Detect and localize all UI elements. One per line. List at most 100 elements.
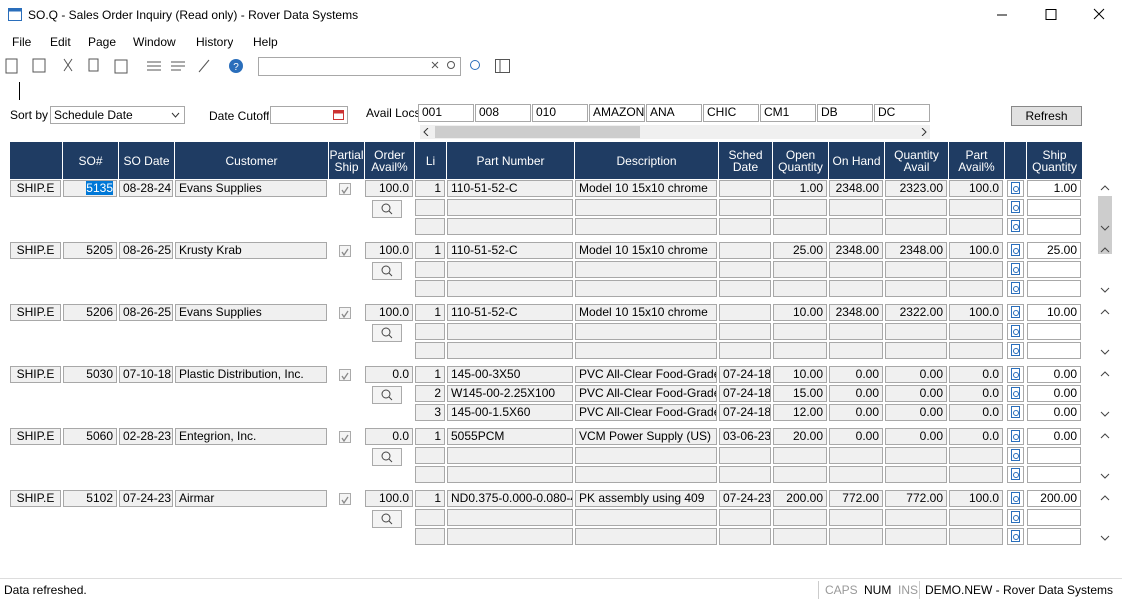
detail-icon[interactable] — [1007, 466, 1024, 483]
group-scrollbar[interactable] — [1098, 304, 1112, 360]
ship-quantity — [1027, 323, 1081, 340]
loc-input[interactable]: CM1 — [760, 104, 816, 122]
loc-input[interactable]: ANA — [646, 104, 702, 122]
scroll-arrows — [1100, 495, 1110, 541]
detail-icon[interactable] — [1007, 528, 1024, 545]
detail-icon[interactable] — [1007, 180, 1024, 197]
lookup-button[interactable] — [372, 324, 402, 342]
column-header: SO Date — [119, 142, 174, 179]
lookup-button[interactable] — [372, 386, 402, 404]
line-pavail — [949, 199, 1003, 216]
loc-input[interactable]: CHIC — [703, 104, 759, 122]
line-sched: 07-24-18 — [719, 366, 771, 383]
so-date: 07-10-18 — [119, 366, 173, 383]
partial-checkbox[interactable] — [339, 307, 351, 319]
line-open — [773, 342, 827, 359]
ship-quantity — [1027, 280, 1081, 297]
detail-icon[interactable] — [1007, 261, 1024, 278]
menu-item[interactable]: File — [12, 35, 32, 49]
lookup-button[interactable] — [372, 200, 402, 218]
line-li: 1 — [415, 242, 445, 259]
detail-icon[interactable] — [1007, 280, 1024, 297]
line-onhand: 2348.00 — [829, 304, 883, 321]
detail-icon[interactable] — [1007, 199, 1024, 216]
line-sched: 07-24-18 — [719, 385, 771, 402]
so-value: 5135 — [86, 181, 113, 195]
group-scrollbar[interactable] — [1098, 366, 1112, 422]
line-part — [447, 199, 573, 216]
lookup-button[interactable] — [372, 262, 402, 280]
detail-icon[interactable] — [1007, 509, 1024, 526]
so-number: 5205 — [63, 242, 117, 259]
group-scrollbar[interactable] — [1098, 242, 1112, 298]
partial-checkbox[interactable] — [339, 369, 351, 381]
line-pavail — [949, 509, 1003, 526]
order-avail: 100.0 — [365, 180, 413, 197]
loc-input[interactable]: 010 — [532, 104, 588, 122]
line-li — [415, 528, 445, 545]
detail-icon[interactable] — [1007, 366, 1024, 383]
sort-select[interactable]: Schedule Date — [50, 106, 185, 124]
header-cell — [1005, 142, 1026, 179]
menu-item[interactable]: Edit — [50, 35, 71, 49]
menu-item[interactable]: Window — [133, 35, 176, 49]
magnifier — [381, 203, 393, 215]
menu-item[interactable]: Page — [88, 35, 117, 49]
partial-checkbox[interactable] — [339, 245, 351, 257]
detail-icon[interactable] — [1007, 323, 1024, 340]
detail-icon[interactable] — [1007, 404, 1024, 421]
order-avail: 100.0 — [365, 304, 413, 321]
menu-item[interactable]: Help — [253, 35, 278, 49]
group-scrollbar[interactable] — [1098, 180, 1112, 236]
sort-label: Sort by — [10, 108, 49, 122]
so-value: 5205 — [86, 243, 113, 257]
column-header: Part Number — [447, 142, 574, 179]
window-title: SO.Q - Sales Order Inquiry (Read only) -… — [28, 8, 359, 22]
loc-input[interactable]: DB — [817, 104, 873, 122]
line-sched: 07-24-18 — [719, 404, 771, 421]
ship-quantity — [1027, 199, 1081, 216]
line-open — [773, 466, 827, 483]
detail-icon[interactable] — [1007, 490, 1024, 507]
detail-icon[interactable] — [1007, 385, 1024, 402]
loc-input[interactable]: DC — [874, 104, 930, 122]
lookup-button[interactable] — [372, 510, 402, 528]
status-message: Data refreshed. — [4, 583, 87, 597]
line-li — [415, 323, 445, 340]
group-scrollbar[interactable] — [1098, 490, 1112, 546]
line-desc: Model 10 15x10 chrome — [575, 304, 717, 321]
line-desc — [575, 342, 717, 359]
line-pavail — [949, 280, 1003, 297]
partial-checkbox[interactable] — [339, 493, 351, 505]
line-pavail — [949, 323, 1003, 340]
line-desc: Model 10 15x10 chrome — [575, 180, 717, 197]
partial-checkbox[interactable] — [339, 183, 351, 195]
detail-icon[interactable] — [1007, 428, 1024, 445]
detail-icon[interactable] — [1007, 242, 1024, 259]
menu-item[interactable]: History — [196, 35, 234, 49]
check — [341, 248, 349, 256]
window-controls[interactable] — [990, 5, 1115, 25]
main-scroll-thumb[interactable] — [1098, 196, 1112, 254]
loc-input[interactable]: AMAZON — [589, 104, 645, 122]
line-sched — [719, 280, 771, 297]
lookup-button[interactable] — [372, 448, 402, 466]
loc-input[interactable]: 001 — [418, 104, 474, 122]
loc-input[interactable]: 008 — [475, 104, 531, 122]
refresh-button[interactable]: Refresh — [1011, 106, 1082, 126]
detail-icon[interactable] — [1007, 447, 1024, 464]
line-sched: 03-06-23 — [719, 428, 771, 445]
detail-icon[interactable] — [1007, 218, 1024, 235]
group-scrollbar[interactable] — [1098, 428, 1112, 484]
doc-icon — [1011, 449, 1020, 461]
partial-checkbox[interactable] — [339, 431, 351, 443]
line-open: 10.00 — [773, 366, 827, 383]
line-qavail — [885, 323, 947, 340]
column-header: SO# — [63, 142, 118, 179]
date-cutoff-input[interactable] — [270, 106, 348, 124]
line-pavail — [949, 261, 1003, 278]
scroll-arrows — [1100, 371, 1110, 417]
detail-icon[interactable] — [1007, 304, 1024, 321]
loc-scrollbar[interactable] — [420, 125, 930, 139]
detail-icon[interactable] — [1007, 342, 1024, 359]
